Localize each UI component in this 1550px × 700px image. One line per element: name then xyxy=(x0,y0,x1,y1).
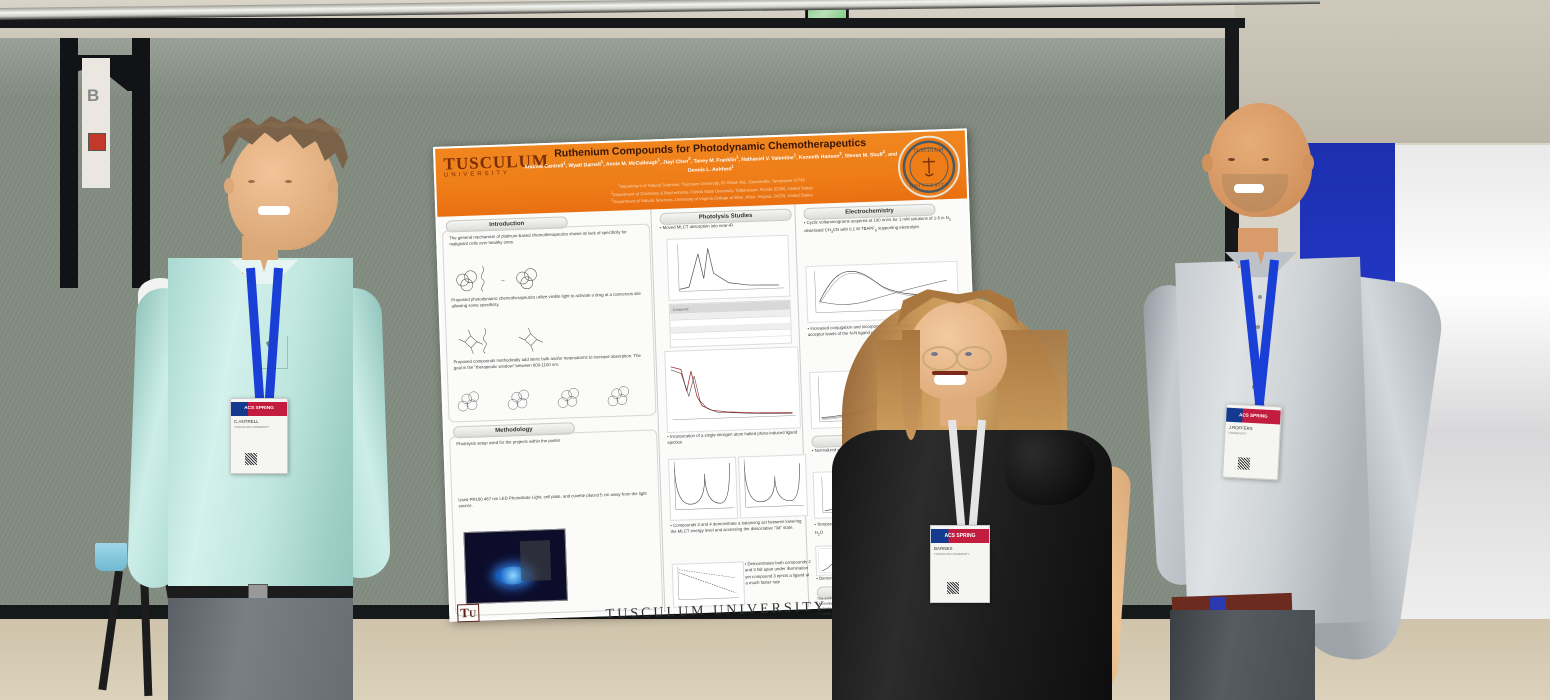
svg-text:→: → xyxy=(500,278,506,284)
svg-text:TUSCULUM: TUSCULUM xyxy=(913,147,944,154)
svg-text:Compound: Compound xyxy=(673,307,689,312)
svg-text:UNIVERSITY: UNIVERSITY xyxy=(910,183,950,189)
